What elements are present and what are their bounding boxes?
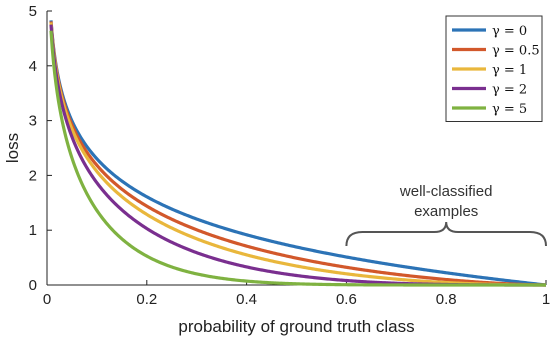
- legend-items: γ = 0 γ = 0.5 γ = 1 γ = 2 γ = 5: [452, 24, 540, 117]
- series-lines: [49, 20, 547, 287]
- plot-area: 0 0.2 0.4 0.6 0.8 1 0 1 2 3 4 5 well-classified ex…: [29, 3, 550, 308]
- x-tick-label: 0: [43, 291, 51, 308]
- x-tick-label: 0.4: [236, 291, 257, 308]
- legend-label: γ = 1: [492, 63, 527, 78]
- x-tick-label: 0.6: [336, 291, 357, 308]
- annotation-line-1: well-classified: [399, 183, 493, 200]
- y-axis-ticks: 0 1 2 3 4 5: [29, 3, 52, 294]
- legend-label: γ = 0: [492, 24, 527, 39]
- series-line-gamma-5: [49, 30, 547, 287]
- well-classified-annotation: well-classified examples: [345, 183, 547, 247]
- x-axis-label: probability of ground truth class: [178, 317, 414, 336]
- y-axis-label: loss: [3, 133, 22, 163]
- y-tick-label: 1: [29, 222, 37, 239]
- annotation-line-2: examples: [414, 203, 478, 220]
- legend-label: γ = 0.5: [492, 44, 540, 59]
- y-tick-label: 4: [29, 58, 37, 75]
- y-tick-label: 5: [29, 3, 37, 20]
- y-tick-label: 0: [29, 277, 37, 294]
- x-tick-label: 0.2: [136, 291, 157, 308]
- series-line-gamma-0: [49, 20, 547, 287]
- x-tick-label: 1: [542, 291, 550, 308]
- y-tick-label: 3: [29, 113, 37, 130]
- legend-label: γ = 2: [492, 83, 527, 98]
- series-line-gamma-0-5: [49, 21, 547, 287]
- x-tick-label: 0.8: [436, 291, 457, 308]
- legend-label: γ = 5: [492, 102, 527, 117]
- x-axis-ticks: 0 0.2 0.4 0.6 0.8 1: [43, 280, 550, 308]
- annotation-brace: [345, 221, 547, 247]
- legend: γ = 0 γ = 0.5 γ = 1 γ = 2 γ = 5: [445, 15, 543, 122]
- y-tick-label: 2: [29, 167, 37, 184]
